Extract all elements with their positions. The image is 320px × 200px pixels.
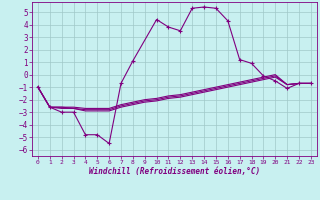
X-axis label: Windchill (Refroidissement éolien,°C): Windchill (Refroidissement éolien,°C) (89, 167, 260, 176)
